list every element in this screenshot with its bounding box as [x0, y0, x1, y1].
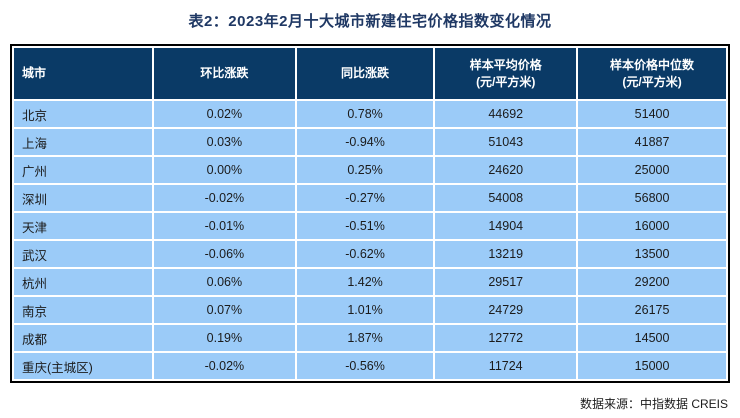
table-row: 南京 0.07% 1.01% 24729 26175 [14, 297, 726, 323]
cell-yoy-change: 0.78% [296, 101, 434, 127]
cell-city: 广州 [14, 157, 152, 183]
cell-median-price: 16000 [578, 213, 726, 239]
table-row: 天津 -0.01% -0.51% 14904 16000 [14, 213, 726, 239]
cell-median-price: 41887 [578, 129, 726, 155]
cell-avg-price: 13219 [435, 241, 577, 267]
cell-yoy-change: 1.42% [296, 269, 434, 295]
cell-mom-change: 0.19% [153, 325, 295, 351]
cell-mom-change: 0.02% [153, 101, 295, 127]
cell-yoy-change: -0.94% [296, 129, 434, 155]
column-header-label: 环比涨跌 [200, 66, 249, 81]
cell-median-price: 26175 [578, 297, 726, 323]
cell-median-price: 14500 [578, 325, 726, 351]
table-row: 重庆(主城区) -0.02% -0.56% 11724 15000 [14, 353, 726, 379]
page-title: 表2：2023年2月十大城市新建住宅价格指数变化情况 [188, 13, 552, 30]
cell-city: 北京 [14, 101, 152, 127]
column-header-label: 样本平均价格 [469, 57, 542, 72]
cell-avg-price: 24620 [435, 157, 577, 183]
column-header-median-price: 样本价格中位数 (元/平方米) [578, 48, 726, 99]
cell-city: 重庆(主城区) [14, 353, 152, 379]
data-table: 城市 环比涨跌 同比涨跌 样本平均价格 (元/平方米) 样本价格中位数 (元/平方米… [12, 46, 728, 381]
cell-mom-change: 0.07% [153, 297, 295, 323]
column-header-avg-price: 样本平均价格 (元/平方米) [435, 48, 577, 99]
column-header-yoy-change: 同比涨跌 [296, 48, 434, 99]
cell-yoy-change: 1.01% [296, 297, 434, 323]
cell-city: 成都 [14, 325, 152, 351]
table-row: 北京 0.02% 0.78% 44692 51400 [14, 101, 726, 127]
cell-mom-change: -0.01% [153, 213, 295, 239]
data-source-note: 数据来源：中指数据 CREIS [579, 397, 728, 411]
table-row: 上海 0.03% -0.94% 51043 41887 [14, 129, 726, 155]
cell-yoy-change: -0.27% [296, 185, 434, 211]
column-header-label: 同比涨跌 [341, 66, 390, 81]
cell-avg-price: 44692 [435, 101, 577, 127]
cell-median-price: 13500 [578, 241, 726, 267]
table-frame: 城市 环比涨跌 同比涨跌 样本平均价格 (元/平方米) 样本价格中位数 (元/平方米… [10, 44, 730, 383]
cell-mom-change: -0.06% [153, 241, 295, 267]
cell-mom-change: 0.06% [153, 269, 295, 295]
cell-avg-price: 12772 [435, 325, 577, 351]
table-row: 深圳 -0.02% -0.27% 54008 56800 [14, 185, 726, 211]
cell-yoy-change: -0.56% [296, 353, 434, 379]
cell-mom-change: 0.03% [153, 129, 295, 155]
column-header-label: 城市 [22, 66, 47, 81]
cell-median-price: 25000 [578, 157, 726, 183]
cell-city: 深圳 [14, 185, 152, 211]
cell-mom-change: 0.00% [153, 157, 295, 183]
table-header: 城市 环比涨跌 同比涨跌 样本平均价格 (元/平方米) 样本价格中位数 (元/平方米… [14, 48, 726, 99]
table-row: 杭州 0.06% 1.42% 29517 29200 [14, 269, 726, 295]
cell-avg-price: 51043 [435, 129, 577, 155]
cell-yoy-change: -0.51% [296, 213, 434, 239]
cell-city: 天津 [14, 213, 152, 239]
cell-mom-change: -0.02% [153, 185, 295, 211]
table-body: 北京 0.02% 0.78% 44692 51400 上海 0.03% -0.9… [14, 101, 726, 379]
cell-city: 南京 [14, 297, 152, 323]
header-row: 城市 环比涨跌 同比涨跌 样本平均价格 (元/平方米) 样本价格中位数 (元/平方米… [14, 48, 726, 99]
cell-avg-price: 29517 [435, 269, 577, 295]
cell-city: 武汉 [14, 241, 152, 267]
cell-yoy-change: 0.25% [296, 157, 434, 183]
table-row: 武汉 -0.06% -0.62% 13219 13500 [14, 241, 726, 267]
cell-avg-price: 24729 [435, 297, 577, 323]
column-header-unit: (元/平方米) [476, 74, 536, 89]
column-header-mom-change: 环比涨跌 [153, 48, 295, 99]
column-header-unit: (元/平方米) [622, 74, 682, 89]
cell-avg-price: 11724 [435, 353, 577, 379]
cell-avg-price: 14904 [435, 213, 577, 239]
cell-median-price: 56800 [578, 185, 726, 211]
table-row: 广州 0.00% 0.25% 24620 25000 [14, 157, 726, 183]
column-header-label: 样本价格中位数 [610, 57, 695, 72]
cell-yoy-change: -0.62% [296, 241, 434, 267]
cell-median-price: 51400 [578, 101, 726, 127]
cell-median-price: 29200 [578, 269, 726, 295]
cell-avg-price: 54008 [435, 185, 577, 211]
column-header-city: 城市 [14, 48, 152, 99]
cell-city: 上海 [14, 129, 152, 155]
cell-median-price: 15000 [578, 353, 726, 379]
cell-mom-change: -0.02% [153, 353, 295, 379]
cell-yoy-change: 1.87% [296, 325, 434, 351]
table-row: 成都 0.19% 1.87% 12772 14500 [14, 325, 726, 351]
cell-city: 杭州 [14, 269, 152, 295]
